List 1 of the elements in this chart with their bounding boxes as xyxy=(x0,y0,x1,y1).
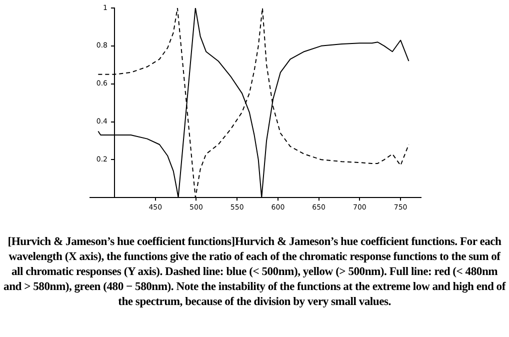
text: [Hurvich & Jameson’s hue coefficient functions]Hurvich & Jameson’s hue coefficient functions. For each wavelength (X axis), the functions give the ratio of each of the chromatic response functions to the sum of all chromatic responses (Y axis). Dashed line: blue (< 500nm), yellow (> 500nm). Full line: red (< 480nm and > 580nm), green (480 − 580nm). Note the instability of the functions at the extreme low and high end of the spectrum, because of the division by very small values. xyxy=(2,234,507,309)
